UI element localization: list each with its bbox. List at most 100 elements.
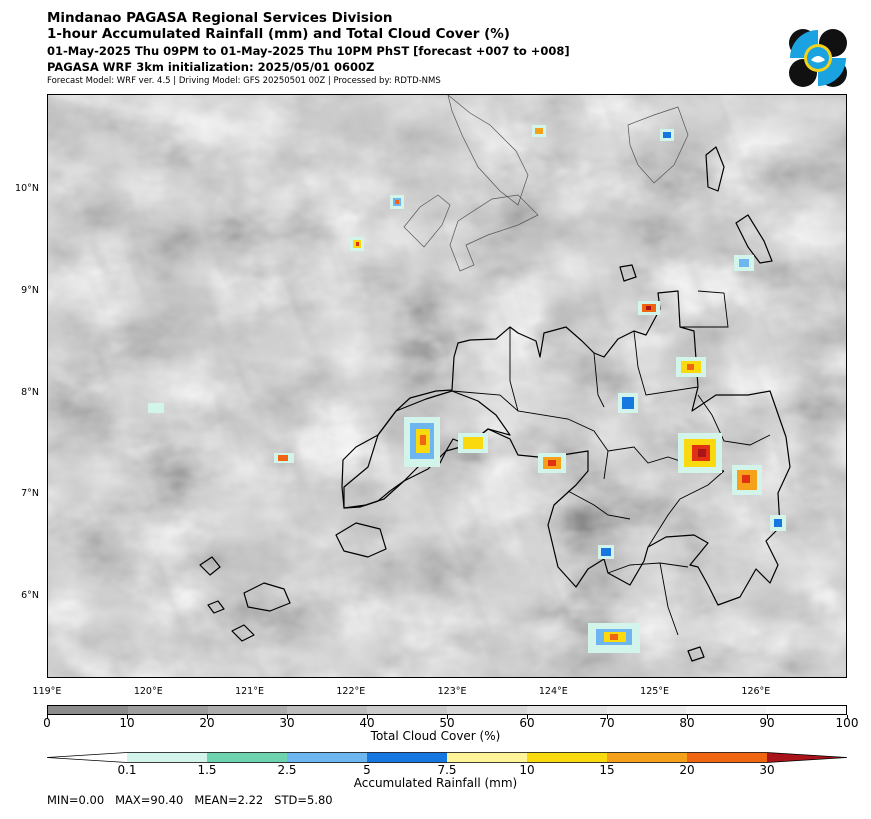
siargao-coast [735,214,773,264]
cloud-tick-label: 60 [519,716,535,730]
rain-cell-sarangani [598,545,614,559]
leyte-outline [627,106,689,184]
rain-cell-bukidnon [618,393,638,413]
cebu-outline [403,194,451,248]
mindanao-coastline [341,290,791,606]
rain-cell-mati [770,515,786,531]
rain-cell-cotabato [538,453,566,473]
cloud-tick-mark [287,715,288,719]
cloud-colorbar-segment [526,706,607,714]
lat-label: 8°N [21,386,39,398]
lon-label: 119°E [32,686,62,697]
rain-cell-north-cebu [390,195,404,209]
cloud-tick-mark [47,715,48,719]
rain-colorbar-outline [47,752,847,763]
sulu-island-3 [231,624,255,642]
lon-label: 125°E [640,686,670,697]
lat-label: 7°N [21,488,39,500]
rain-colorbar-max-arrow [767,752,847,763]
field-statistics: MIN=0.00 MAX=90.40 MEAN=2.22 STD=5.80 [47,793,333,807]
rain-tick-label: 20 [679,763,695,777]
cloud-tick-mark [847,715,848,719]
cloud-tick-mark [367,715,368,719]
cloud-tick-label: 0 [43,716,51,730]
forecast-map [47,94,847,678]
bohol-leyte-outline [449,194,539,272]
cloud-cover-label: Total Cloud Cover (%) [370,729,501,743]
sulu-island-2 [199,556,221,576]
rain-colorbar-segment [607,752,688,763]
rain-colorbar-segment [447,752,528,763]
camiguin-island [619,264,637,282]
lat-label: 10°N [15,183,39,195]
dinagat-island [705,146,725,192]
lon-label: 120°E [133,686,163,697]
rain-cell-davao-north [678,433,722,473]
rain-colorbar-segment [687,752,768,763]
cloud-colorbar-segment [127,706,208,714]
coastline-layer [199,146,791,662]
cloud-tick-label: 40 [359,716,375,730]
cloud-colorbar-segment [446,706,527,714]
cloud-tick-mark [447,715,448,719]
rain-colorbar-min-arrow [47,752,127,763]
rain-cell-sibuco [148,403,164,413]
rain-colorbar-segment [287,752,368,763]
cloud-cover-colorbar [47,705,847,715]
cloud-colorbar-segment [606,706,687,714]
lon-label: 126°E [741,686,771,697]
cloud-tick-label: 80 [679,716,695,730]
rain-cell-samar [660,129,674,141]
rain-colorbar-segment [367,752,448,763]
lat-label: 9°N [21,285,39,297]
chart-title-product: 1-hour Accumulated Rainfall (mm) and Tot… [47,26,510,42]
cloud-tick-mark [607,715,608,719]
chart-title-org: Mindanao PAGASA Regional Services Divisi… [47,10,393,26]
rain-tick-label: 7.5 [437,763,457,777]
cloud-colorbar-segment [48,706,128,714]
cloud-tick-label: 90 [759,716,775,730]
rain-cell-surigao [638,301,660,315]
cloud-colorbar-segment [207,706,288,714]
sulu-island-4 [207,600,225,614]
rain-tick-label: 0.1 [117,763,137,777]
rain-cell-lanao [404,417,440,467]
rain-cell-midsayap [458,433,488,453]
init-time: PAGASA WRF 3km initialization: 2025/05/0… [47,60,375,74]
cloud-tick-mark [127,715,128,719]
lon-label: 123°E [437,686,467,697]
cloud-tick-label: 10 [119,716,135,730]
cloud-colorbar-segment [287,706,368,714]
lon-label: 124°E [538,686,568,697]
rain-tick-label: 2.5 [277,763,297,777]
rain-cell-bohol [350,237,364,251]
cloud-streaks [48,95,846,677]
rain-cell-siargao [734,255,754,271]
model-info: Forecast Model: WRF ver. 4.5 | Driving M… [47,76,441,86]
rainfall-colorbar [47,752,847,763]
rain-tick-label: 15 [599,763,615,777]
cloud-colorbar-segment [686,706,767,714]
pagasa-logo [789,29,847,87]
rain-colorbar-segment [207,752,288,763]
cloud-tick-label: 30 [279,716,295,730]
cloud-tick-mark [527,715,528,719]
rain-tick-label: 30 [759,763,775,777]
cloud-colorbar-segment [766,706,846,714]
rain-colorbar-segment [127,752,208,763]
boundary-layer [451,290,771,636]
lon-label: 121°E [235,686,264,697]
visayas-outline-layer [403,95,689,272]
rain-cell-agusan [676,357,706,377]
rain-cell-zambo-west [274,453,294,463]
rain-tick-label: 5 [363,763,371,777]
sulu-island-1 [243,582,291,612]
rainfall-label: Accumulated Rainfall (mm) [353,776,518,790]
cloud-tick-label: 50 [439,716,455,730]
cloud-tick-mark [767,715,768,719]
valid-time: 01-May-2025 Thu 09PM to 01-May-2025 Thu … [47,44,570,58]
lat-label: 6°N [21,589,39,601]
rain-colorbar-segment [527,752,608,763]
rainfall-layer [148,125,786,653]
rain-cell-davao-east [732,465,762,495]
